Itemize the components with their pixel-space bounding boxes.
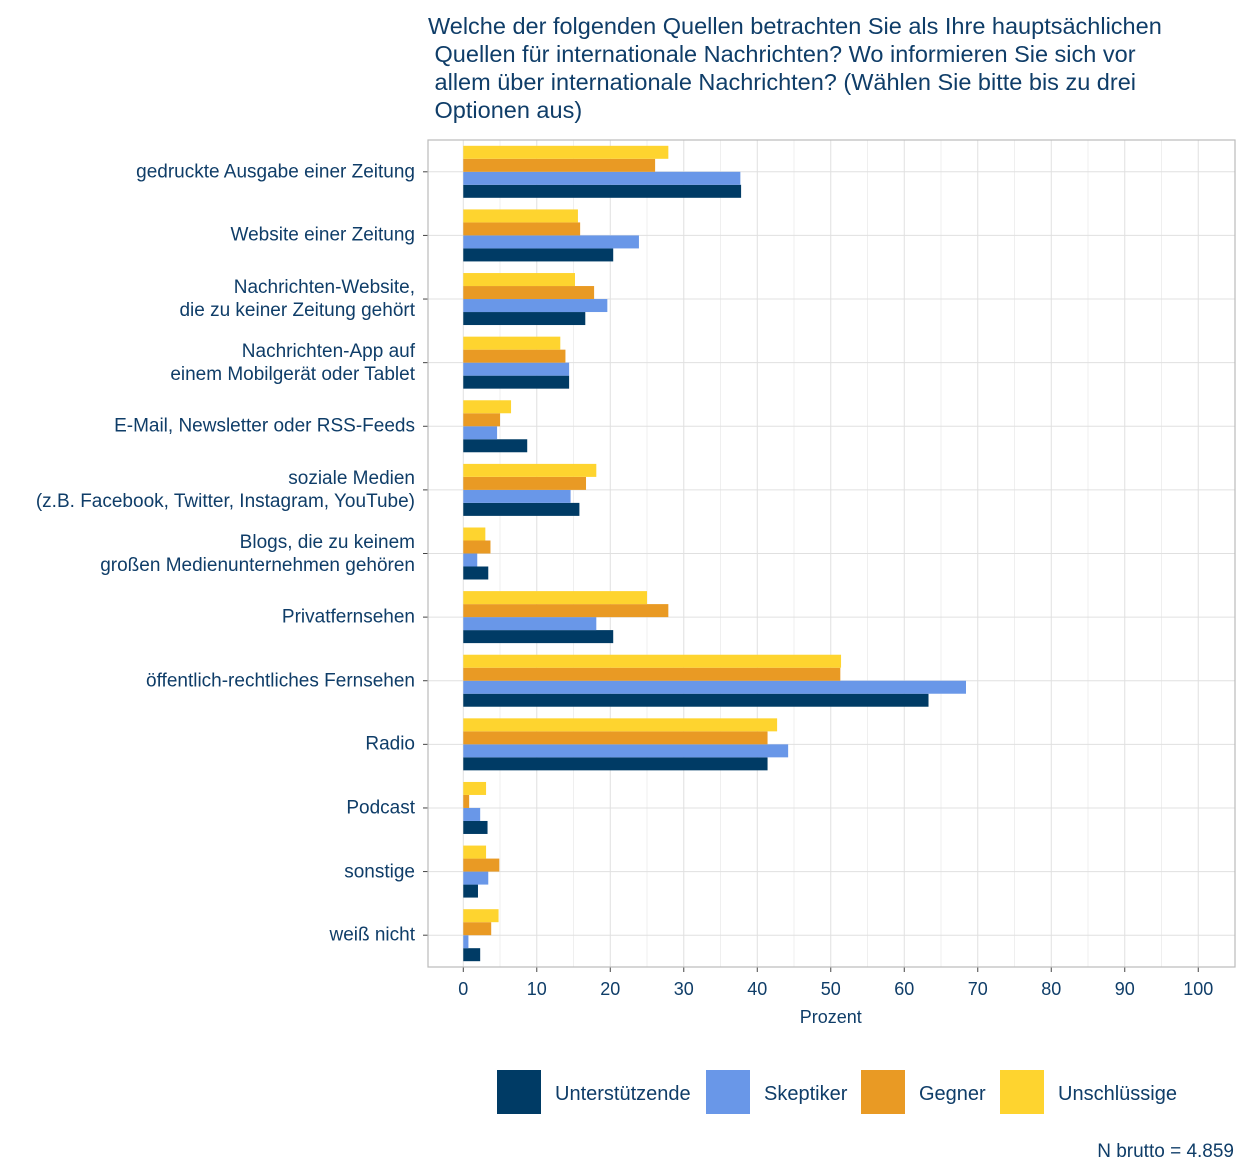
legend-swatch	[706, 1070, 750, 1114]
bar	[463, 566, 489, 580]
plot-border	[427, 139, 1236, 968]
x-tick-label: 70	[968, 979, 988, 999]
y-tick-label: Website einer Zeitung	[230, 224, 415, 246]
bar	[463, 184, 742, 198]
legend-swatch	[497, 1070, 541, 1114]
x-tick-label: 60	[894, 979, 914, 999]
note: N brutto = 4.859	[1097, 1141, 1234, 1162]
x-tick-label: 100	[1183, 979, 1213, 999]
bar	[463, 807, 481, 821]
bar	[463, 693, 929, 707]
bar	[463, 248, 614, 262]
bar	[463, 222, 581, 236]
bar	[463, 362, 570, 376]
bar	[463, 591, 648, 605]
y-tick-label: Blogs, die zu keinem großen Medienuntern…	[100, 531, 415, 576]
bar	[463, 171, 741, 185]
legend-label: Unterstützende	[555, 1083, 691, 1105]
bar	[463, 158, 656, 172]
legend-label: Gegner	[919, 1083, 986, 1105]
x-tick-label: 50	[821, 979, 841, 999]
x-tick-label: 80	[1041, 979, 1061, 999]
y-tick-label: Privatfernsehen	[281, 606, 415, 628]
bar	[463, 604, 669, 618]
bar	[463, 731, 768, 745]
legend-swatch	[861, 1070, 905, 1114]
legend-swatch	[1000, 1070, 1044, 1114]
bar	[463, 349, 566, 363]
bar	[463, 400, 512, 414]
bar	[463, 463, 597, 477]
bar	[463, 540, 491, 554]
bar	[463, 781, 487, 795]
bar	[463, 630, 614, 644]
chart-title: Welche der folgenden Quellen betrachten …	[428, 13, 1162, 123]
bar	[463, 948, 481, 962]
bar	[463, 845, 487, 859]
y-tick-label: sonstige	[344, 861, 415, 883]
y-tick-label: Nachrichten-App auf einem Mobilgerät ode…	[170, 340, 415, 385]
x-tick-label: 10	[527, 979, 547, 999]
bar	[463, 553, 478, 567]
bar	[463, 820, 488, 834]
bar	[463, 375, 570, 389]
y-tick-label: soziale Medien (z.B. Facebook, Twitter, …	[35, 467, 415, 512]
bar	[463, 527, 486, 541]
y-tick-label: weiß nicht	[329, 924, 415, 946]
bar	[463, 884, 478, 898]
bar	[463, 312, 586, 326]
bar	[463, 794, 470, 808]
bar	[463, 145, 669, 159]
y-tick-label: Radio	[365, 733, 415, 755]
bar	[463, 413, 501, 427]
bar	[463, 757, 768, 771]
legend-label: Unschlüssige	[1058, 1083, 1177, 1105]
bar	[463, 286, 595, 300]
bar	[463, 667, 841, 681]
bar	[463, 909, 499, 923]
bar	[463, 439, 528, 453]
bar	[463, 871, 489, 885]
bar	[463, 273, 575, 287]
bar	[463, 858, 500, 872]
y-tick-label: Podcast	[346, 797, 415, 819]
bar	[463, 922, 492, 936]
bar	[463, 235, 639, 249]
bar	[463, 426, 498, 440]
bar	[463, 476, 587, 490]
x-tick-label: 20	[600, 979, 620, 999]
bar	[463, 336, 561, 350]
x-tick-label: 30	[674, 979, 694, 999]
x-tick-label: 40	[747, 979, 767, 999]
y-tick-label: Nachrichten-Website, die zu keiner Zeitu…	[179, 277, 415, 322]
x-tick-label: 0	[458, 979, 468, 999]
legend-label: Skeptiker	[764, 1083, 848, 1105]
bar	[463, 617, 597, 631]
x-axis-label: Prozent	[800, 1007, 862, 1027]
y-tick-label: gedruckte Ausgabe einer Zeitung	[136, 161, 415, 183]
bar	[463, 299, 608, 313]
y-tick-label: E-Mail, Newsletter oder RSS-Feeds	[114, 415, 415, 437]
bar	[463, 502, 580, 516]
bar	[463, 718, 778, 732]
bar	[463, 209, 578, 223]
bar	[463, 489, 571, 503]
x-tick-label: 90	[1115, 979, 1135, 999]
bar	[463, 935, 469, 949]
bar	[463, 744, 789, 758]
y-tick-label: öffentlich-rechtliches Fernsehen	[146, 670, 415, 692]
bar	[463, 654, 842, 668]
bar	[463, 680, 966, 694]
